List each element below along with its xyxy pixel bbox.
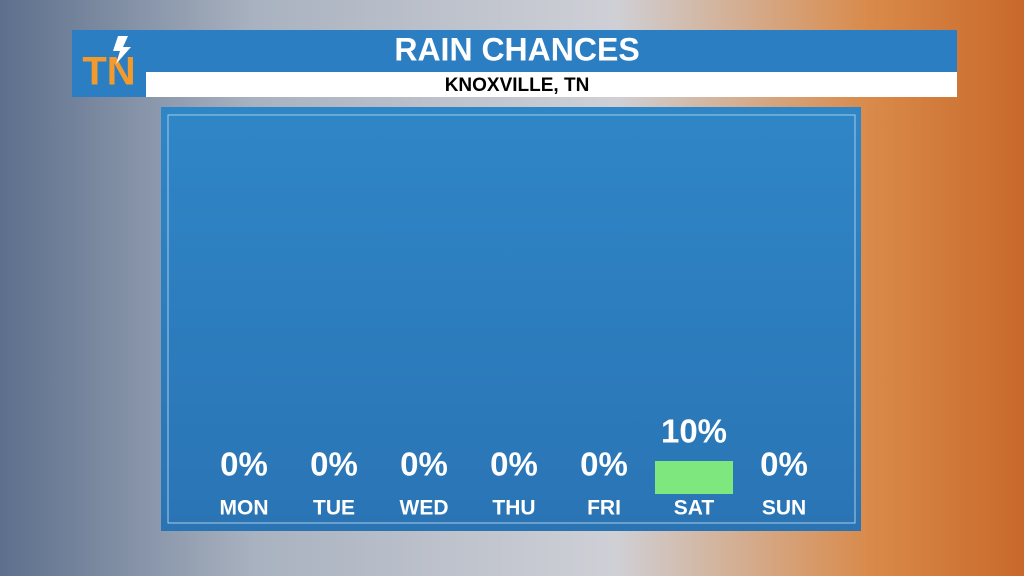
value-label: 0% bbox=[490, 446, 538, 483]
chart-title: RAIN CHANCES bbox=[394, 31, 639, 67]
value-label: 0% bbox=[580, 446, 628, 483]
logo: TN bbox=[82, 50, 135, 94]
logo-box bbox=[72, 30, 146, 97]
panel-border bbox=[167, 114, 856, 524]
x-tick-label: FRI bbox=[587, 497, 621, 520]
chart-subtitle: KNOXVILLE, TN bbox=[445, 75, 590, 96]
value-label: 0% bbox=[400, 446, 448, 483]
value-label: 10% bbox=[661, 413, 727, 450]
chart-panel bbox=[161, 107, 861, 531]
x-tick-label: SUN bbox=[762, 497, 806, 520]
logo-bolt bbox=[113, 36, 131, 64]
plot: MON 0% TUE 0% WED 0% THU 0% FRI 0% SAT 10% SUN 0% bbox=[220, 413, 808, 520]
x-tick-label: MON bbox=[220, 497, 269, 520]
subtitle-bar bbox=[146, 72, 957, 97]
x-tick-label: THU bbox=[492, 497, 535, 520]
x-tick-label: SAT bbox=[674, 497, 715, 520]
value-label: 0% bbox=[760, 446, 808, 483]
value-label: 0% bbox=[310, 446, 358, 483]
x-tick-label: TUE bbox=[313, 497, 355, 520]
x-tick-label: WED bbox=[400, 497, 449, 520]
title-bar bbox=[72, 30, 957, 72]
value-label: 0% bbox=[220, 446, 268, 483]
bar bbox=[655, 461, 733, 494]
